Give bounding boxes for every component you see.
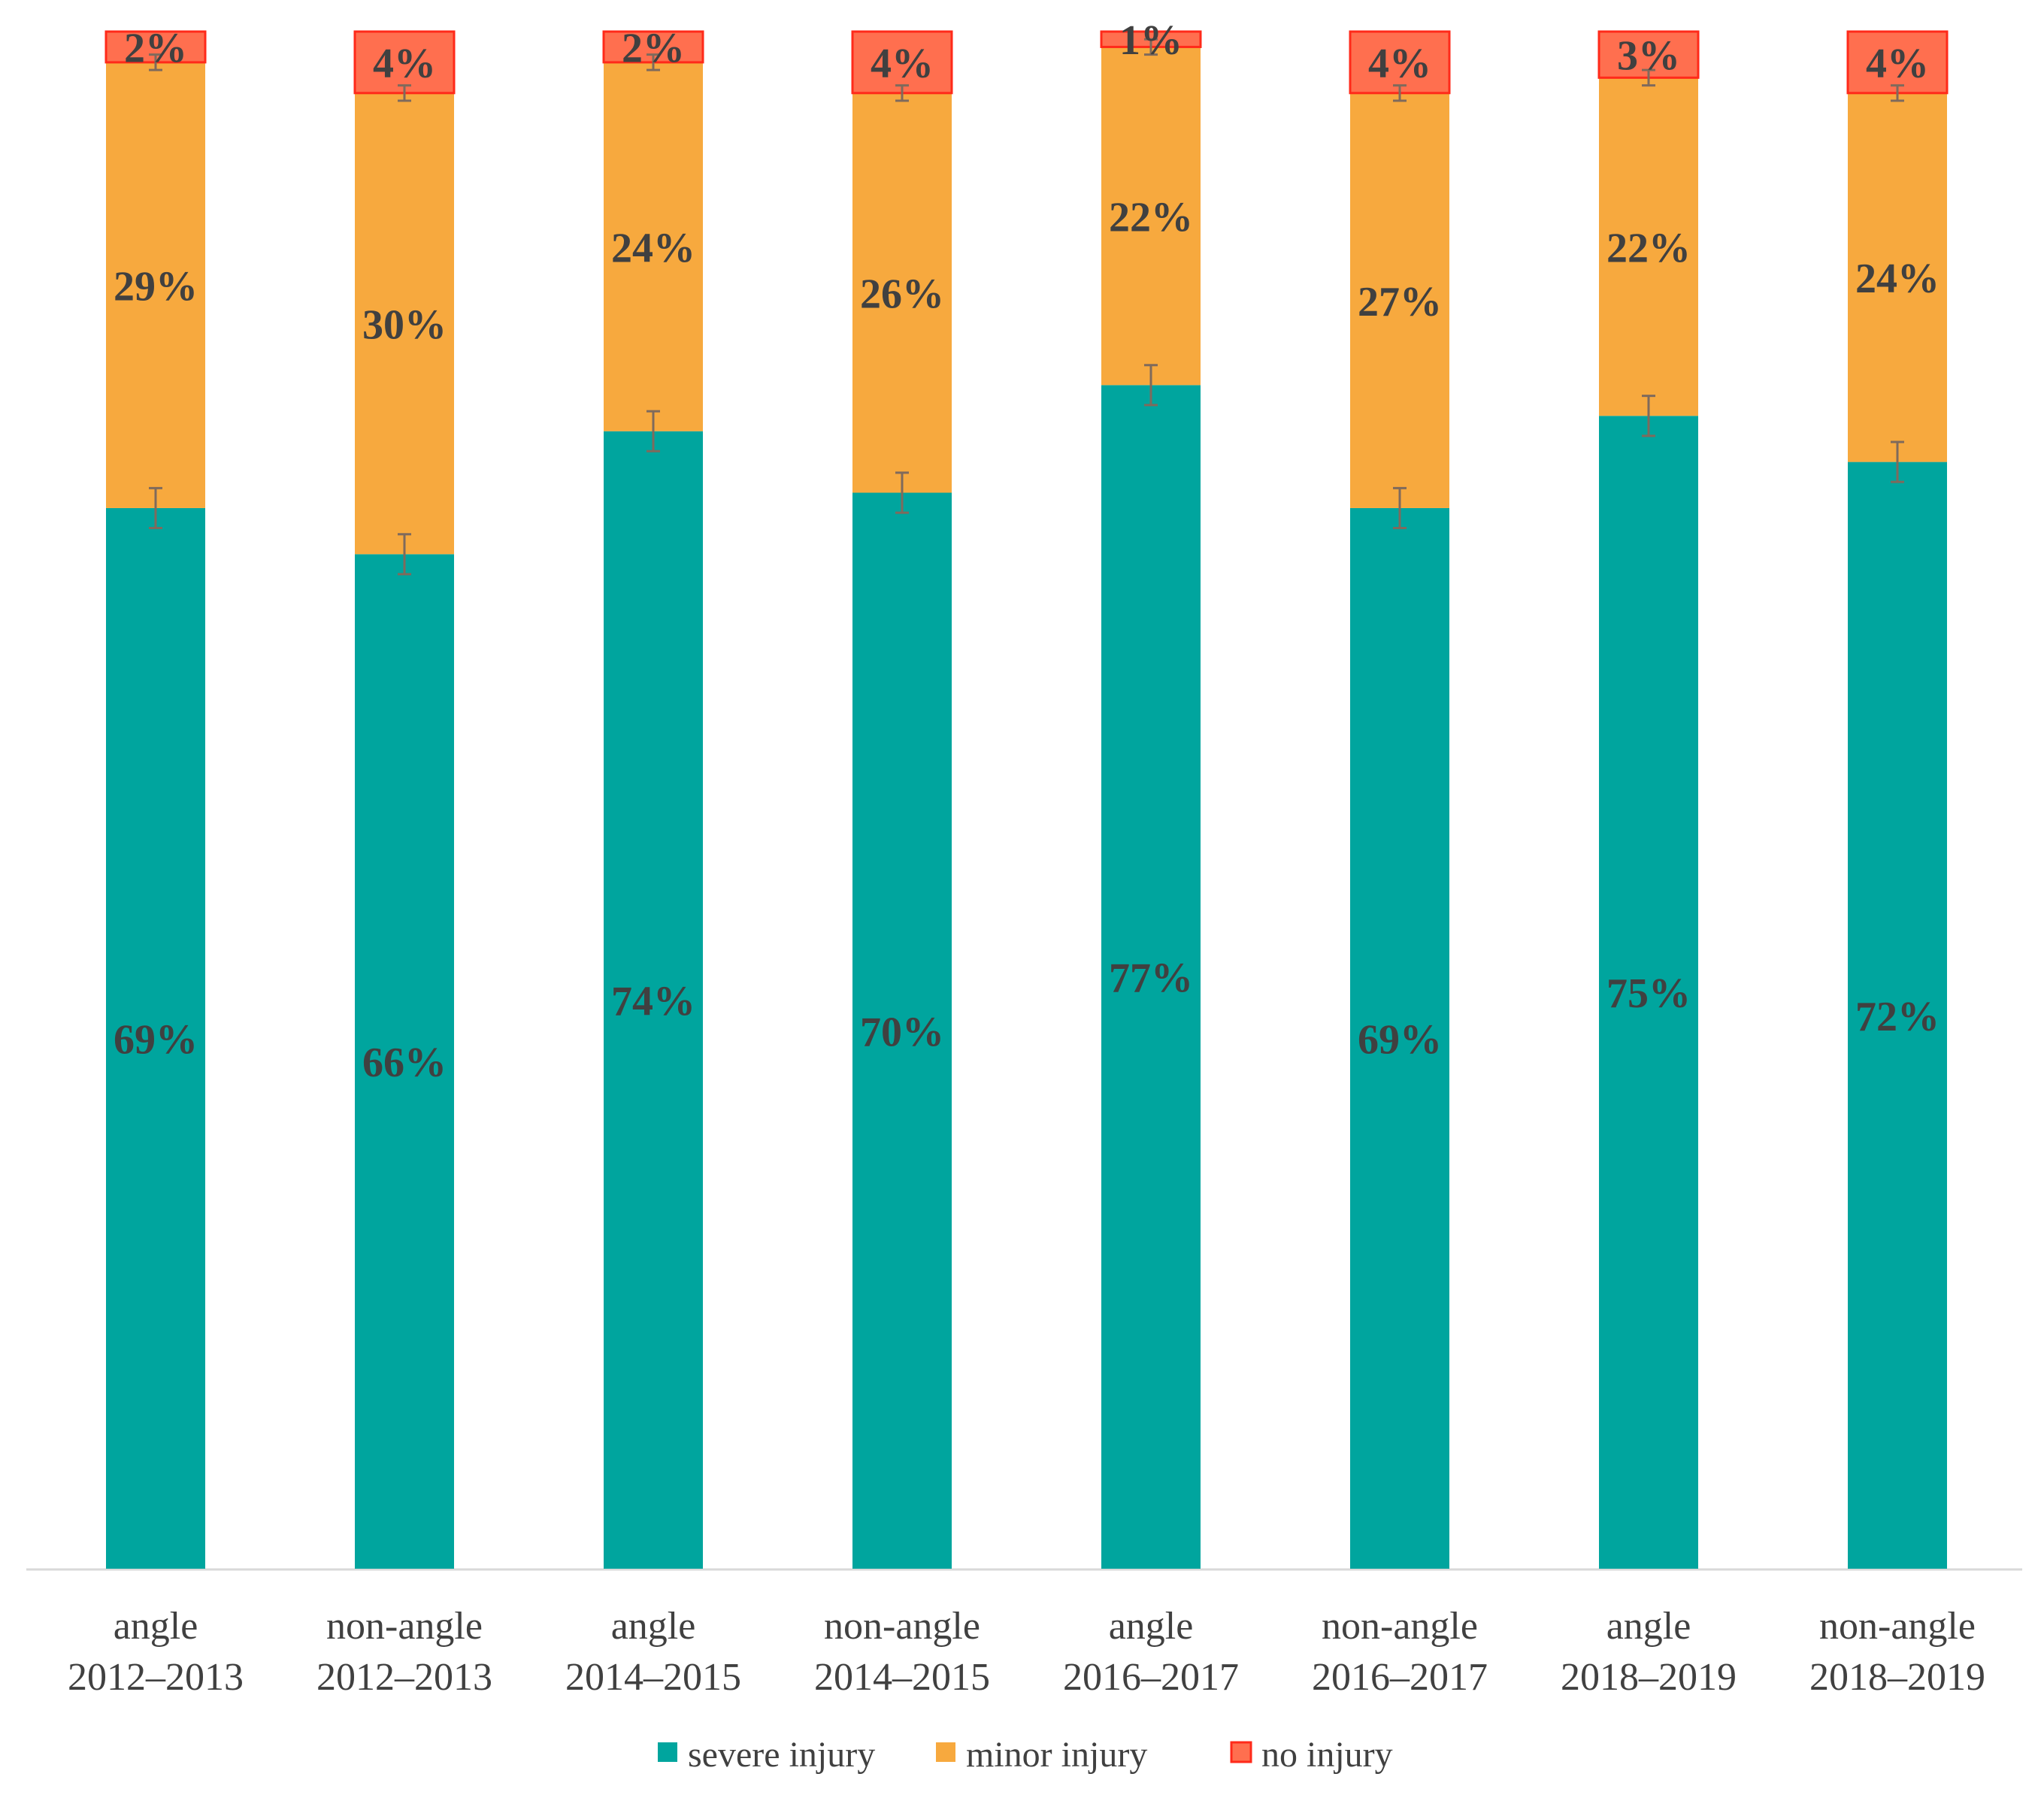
error-bar-severe-injury-2 bbox=[647, 410, 660, 452]
category-label-4-line-1: angle bbox=[1109, 1605, 1194, 1648]
data-label-severe-injury-7: 72% bbox=[1855, 994, 1940, 1040]
error-bar-minor-injury-5 bbox=[1393, 84, 1407, 102]
bar-minor-injury-6 bbox=[1599, 77, 1698, 416]
category-label-6-line-2: 2018–2019 bbox=[1561, 1656, 1737, 1699]
legend-label-severe-injury: severe injury bbox=[688, 1735, 875, 1775]
bar-stacks: 69% 29% 2% 66% 30% 4% 74% 24% 2% 70% 26% 4% 77% 22% 1%… bbox=[104, 17, 1949, 1569]
data-label-severe-injury-2: 74% bbox=[611, 978, 695, 1025]
data-label-severe-injury-6: 75% bbox=[1606, 970, 1691, 1017]
data-label-severe-injury-1: 66% bbox=[362, 1040, 447, 1086]
legend: severe injury minor injury no injury bbox=[658, 1735, 1393, 1775]
data-label-minor-injury-1: 30% bbox=[362, 302, 447, 349]
error-bar-minor-injury-3 bbox=[895, 84, 909, 102]
data-label-severe-injury-0: 69% bbox=[114, 1016, 198, 1063]
error-bar-minor-injury-0 bbox=[149, 53, 162, 71]
error-bar-minor-injury-1 bbox=[398, 84, 411, 102]
category-label-0-line-2: 2012–2013 bbox=[68, 1656, 244, 1699]
error-bar-severe-injury-7 bbox=[1891, 440, 1904, 483]
category-label-5-line-1: non-angle bbox=[1322, 1605, 1478, 1648]
legend-label-no-injury: no injury bbox=[1261, 1735, 1393, 1775]
data-label-no-injury-6: 3% bbox=[1617, 33, 1680, 80]
data-label-minor-injury-0: 29% bbox=[114, 263, 198, 310]
data-label-minor-injury-7: 24% bbox=[1855, 256, 1940, 302]
legend-swatch-severe-injury bbox=[658, 1742, 677, 1762]
legend-swatch-minor-injury bbox=[936, 1742, 955, 1762]
bar-no-injury-2 bbox=[602, 30, 704, 64]
category-label-5-line-2: 2016–2017 bbox=[1312, 1656, 1488, 1699]
data-label-minor-injury-2: 24% bbox=[611, 225, 695, 271]
error-bar-severe-injury-0 bbox=[149, 486, 162, 530]
category-label-2-line-1: angle bbox=[611, 1605, 696, 1648]
legend-swatch-no-injury bbox=[1230, 1741, 1252, 1763]
bar-minor-injury-1 bbox=[355, 92, 454, 555]
bar-severe-injury-6 bbox=[1599, 416, 1698, 1569]
data-label-no-injury-1: 4% bbox=[373, 41, 436, 87]
data-label-minor-injury-4: 22% bbox=[1109, 194, 1193, 241]
bar-minor-injury-0 bbox=[106, 62, 205, 508]
data-label-no-injury-3: 4% bbox=[871, 41, 934, 87]
category-label-2-line-2: 2014–2015 bbox=[565, 1656, 741, 1699]
bar-no-injury-5 bbox=[1349, 30, 1451, 95]
data-label-no-injury-5: 4% bbox=[1368, 41, 1431, 87]
category-label-7-line-1: non-angle bbox=[1819, 1605, 1976, 1648]
error-bar-minor-injury-7 bbox=[1891, 84, 1904, 102]
data-label-no-injury-2: 2% bbox=[622, 25, 685, 71]
error-bar-minor-injury-4 bbox=[1144, 38, 1158, 56]
error-bar-severe-injury-1 bbox=[398, 533, 411, 576]
data-label-no-injury-0: 2% bbox=[124, 25, 187, 71]
bar-severe-injury-1 bbox=[355, 554, 454, 1569]
bar-minor-injury-5 bbox=[1350, 92, 1449, 508]
category-label-3-line-1: non-angle bbox=[824, 1605, 980, 1648]
data-label-minor-injury-5: 27% bbox=[1358, 279, 1442, 325]
category-label-3-line-2: 2014–2015 bbox=[814, 1656, 990, 1699]
category-labels: angle 2012–2013 non-angle 2012–2013 angle 201… bbox=[68, 1605, 1985, 1699]
category-label-6-line-1: angle bbox=[1606, 1605, 1691, 1648]
bar-minor-injury-4 bbox=[1101, 47, 1201, 386]
data-label-no-injury-4: 1% bbox=[1119, 17, 1182, 64]
data-label-minor-injury-3: 26% bbox=[860, 271, 944, 318]
error-bar-minor-injury-6 bbox=[1642, 68, 1655, 87]
data-label-severe-injury-3: 70% bbox=[860, 1009, 944, 1055]
error-bar-minor-injury-2 bbox=[647, 53, 660, 71]
bar-no-injury-1 bbox=[353, 30, 456, 95]
bar-severe-injury-3 bbox=[852, 492, 952, 1569]
data-label-severe-injury-5: 69% bbox=[1358, 1016, 1442, 1063]
bar-severe-injury-4 bbox=[1101, 385, 1201, 1569]
error-bar-severe-injury-5 bbox=[1393, 486, 1407, 530]
bar-no-injury-7 bbox=[1846, 30, 1949, 95]
category-label-1-line-1: non-angle bbox=[326, 1605, 483, 1648]
category-label-1-line-2: 2012–2013 bbox=[316, 1656, 492, 1699]
category-label-0-line-1: angle bbox=[114, 1605, 198, 1648]
bar-minor-injury-7 bbox=[1848, 92, 1947, 462]
bar-minor-injury-2 bbox=[604, 62, 703, 431]
bar-minor-injury-3 bbox=[852, 92, 952, 493]
category-label-4-line-2: 2016–2017 bbox=[1063, 1656, 1239, 1699]
legend-label-minor-injury: minor injury bbox=[966, 1735, 1147, 1775]
data-label-no-injury-7: 4% bbox=[1866, 41, 1929, 87]
bar-severe-injury-5 bbox=[1350, 507, 1449, 1569]
error-bar-severe-injury-6 bbox=[1642, 395, 1655, 437]
bar-severe-injury-0 bbox=[106, 507, 205, 1569]
data-label-minor-injury-6: 22% bbox=[1606, 225, 1691, 271]
error-bar-severe-injury-3 bbox=[895, 471, 909, 514]
error-bar-severe-injury-4 bbox=[1144, 364, 1158, 407]
category-label-7-line-2: 2018–2019 bbox=[1809, 1656, 1985, 1699]
bar-severe-injury-7 bbox=[1848, 462, 1947, 1569]
bar-severe-injury-2 bbox=[604, 431, 703, 1569]
data-label-severe-injury-4: 77% bbox=[1109, 955, 1193, 1002]
